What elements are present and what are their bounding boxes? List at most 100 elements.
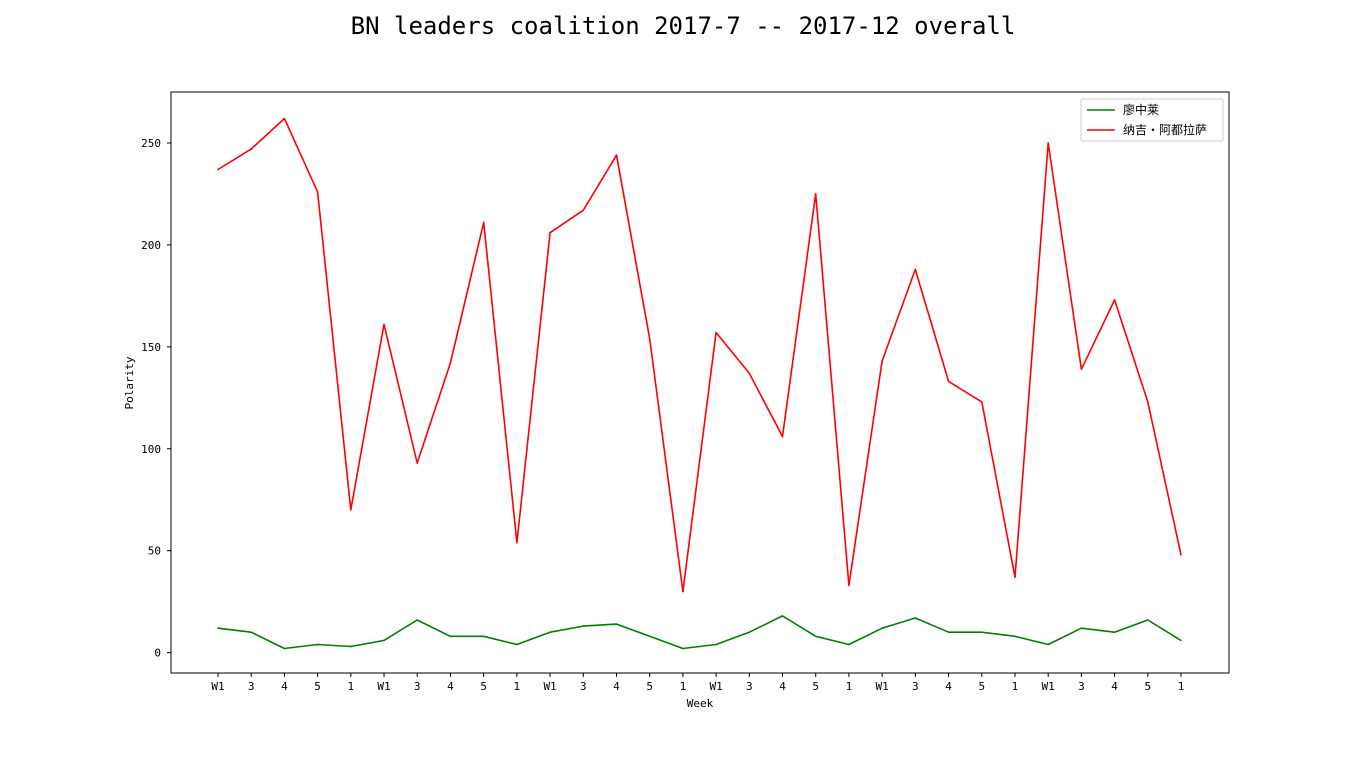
x-tick-label: 5: [314, 680, 321, 693]
data-point: [1146, 619, 1149, 621]
data-point: [715, 331, 717, 334]
data-point: [947, 631, 950, 634]
data-point: [881, 360, 883, 362]
series-line-2: [217, 117, 1182, 593]
data-point: [715, 643, 717, 646]
data-point: [1113, 299, 1116, 301]
x-tick-label: 5: [480, 680, 487, 693]
data-point: [814, 193, 817, 195]
data-point: [449, 635, 452, 638]
data-point: [316, 191, 319, 193]
y-axis-label: Polarity: [123, 356, 136, 409]
data-point: [482, 635, 485, 638]
y-axis: 0 50 100 150 200 250: [141, 137, 171, 660]
data-point: [1047, 643, 1049, 646]
data-point: [781, 435, 784, 438]
x-tick-label: 3: [580, 680, 587, 693]
data-point: [848, 584, 850, 587]
data-point: [350, 509, 352, 511]
data-point: [648, 635, 651, 638]
x-tick-label: W1: [876, 680, 889, 693]
data-point: [980, 631, 983, 634]
x-tick-label: 1: [846, 680, 853, 693]
x-axis: W1 3 4 5 1 W1 3 4 5 1 W1 3 4 5 1 W1 3 4 5 1 W1 3 4 5 1 W1 3 4 5 1: [211, 673, 1184, 693]
data-point: [1113, 631, 1116, 634]
data-point: [1180, 639, 1182, 642]
y-tick-label: 100: [141, 443, 161, 456]
data-point: [814, 635, 817, 638]
y-tick-label: 0: [154, 647, 161, 660]
data-point: [914, 617, 917, 619]
x-tick-label: 5: [812, 680, 819, 693]
legend-label: 廖中莱: [1123, 102, 1159, 117]
data-point: [217, 168, 219, 171]
data-point: [615, 623, 618, 625]
data-point: [1014, 576, 1016, 578]
series-group: [217, 117, 1182, 650]
data-point: [1047, 142, 1049, 144]
data-point: [250, 148, 253, 150]
x-tick-label: 4: [613, 680, 620, 693]
data-point: [1180, 553, 1182, 556]
y-tick-label: 50: [148, 545, 161, 558]
x-tick-label: W1: [377, 680, 390, 693]
y-tick-label: 200: [141, 239, 161, 252]
x-tick-label: 3: [1078, 680, 1085, 693]
data-point: [217, 627, 219, 629]
x-tick-label: 5: [978, 680, 985, 693]
x-tick-label: W1: [211, 680, 224, 693]
x-tick-label: 5: [646, 680, 653, 693]
data-point: [1080, 368, 1083, 371]
data-point: [250, 631, 253, 634]
x-tick-label: 1: [514, 680, 521, 693]
plot-area: [170, 91, 1230, 674]
data-point: [482, 221, 485, 224]
x-tick-label: 3: [912, 680, 919, 693]
x-axis-label: Week: [687, 697, 714, 710]
x-tick-label: W1: [1042, 680, 1055, 693]
x-tick-label: 4: [1111, 680, 1118, 693]
data-point: [748, 372, 751, 375]
series-line-1: [217, 615, 1182, 650]
data-point: [682, 590, 684, 593]
data-point: [748, 631, 751, 634]
data-point: [449, 362, 452, 364]
data-point: [582, 209, 585, 212]
chart-title: BN leaders coalition 2017-7 -- 2017-12 o…: [351, 12, 1016, 40]
data-point: [980, 401, 983, 403]
data-point: [416, 619, 419, 621]
x-tick-label: 1: [680, 680, 687, 693]
data-point: [914, 268, 917, 271]
y-tick-label: 150: [141, 341, 161, 354]
x-tick-label: 4: [945, 680, 952, 693]
data-point: [781, 615, 784, 617]
legend-box: [1080, 98, 1224, 142]
data-point: [283, 647, 286, 650]
data-point: [848, 643, 850, 646]
data-point: [383, 639, 385, 642]
legend-label: 纳吉・阿都拉萨: [1123, 122, 1207, 137]
x-tick-label: 5: [1144, 680, 1151, 693]
data-point: [648, 337, 651, 340]
data-point: [881, 627, 883, 629]
data-point: [1146, 401, 1149, 403]
x-tick-label: 1: [348, 680, 355, 693]
x-tick-label: W1: [543, 680, 556, 693]
x-tick-label: 3: [746, 680, 753, 693]
data-point: [1080, 627, 1083, 629]
x-tick-label: 4: [779, 680, 786, 693]
data-point: [416, 462, 419, 464]
x-tick-label: 1: [1012, 680, 1019, 693]
data-point: [947, 380, 950, 383]
x-tick-label: 3: [248, 680, 255, 693]
data-point: [1014, 635, 1016, 638]
x-tick-label: W1: [709, 680, 722, 693]
data-point: [549, 231, 551, 234]
data-point: [350, 645, 352, 648]
data-point: [516, 541, 518, 544]
data-point: [549, 631, 551, 634]
data-point: [316, 643, 319, 646]
data-point: [582, 625, 585, 627]
